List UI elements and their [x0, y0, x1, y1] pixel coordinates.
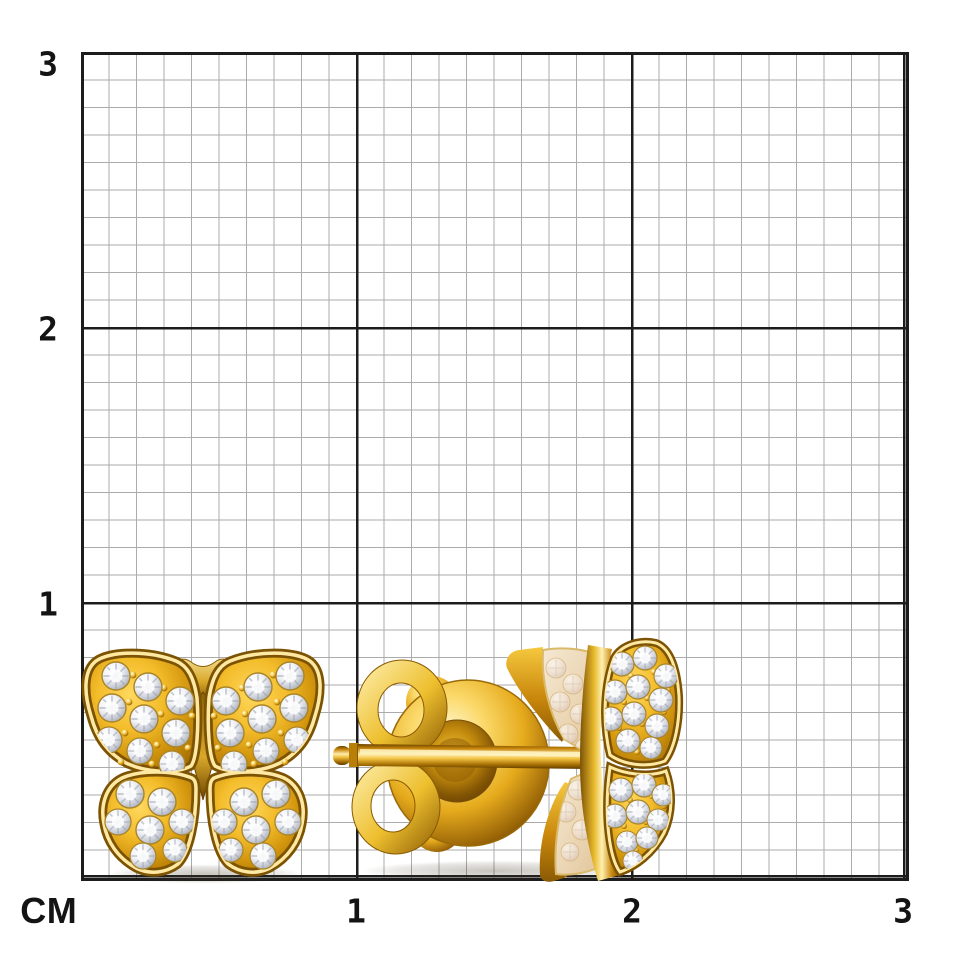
cm-grid: [81, 52, 909, 881]
x-axis-label-1: 1: [346, 891, 366, 931]
y-axis-label-3: 3: [38, 44, 58, 84]
x-axis-label-3: 3: [893, 891, 913, 931]
y-axis-label-1: 1: [38, 584, 58, 624]
x-axis-label-2: 2: [622, 891, 642, 931]
y-axis-label-2: 2: [38, 309, 58, 349]
unit-label: СМ: [20, 890, 78, 931]
